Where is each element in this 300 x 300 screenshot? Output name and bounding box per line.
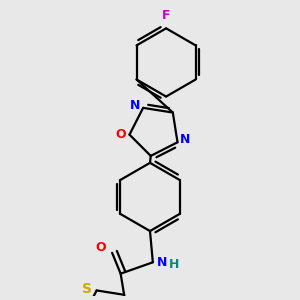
Text: N: N — [130, 98, 140, 112]
Text: O: O — [96, 241, 106, 254]
Text: N: N — [157, 256, 167, 269]
Text: S: S — [82, 282, 92, 296]
Text: F: F — [162, 9, 170, 22]
Text: O: O — [115, 128, 126, 141]
Text: N: N — [180, 133, 191, 146]
Text: H: H — [169, 258, 179, 271]
